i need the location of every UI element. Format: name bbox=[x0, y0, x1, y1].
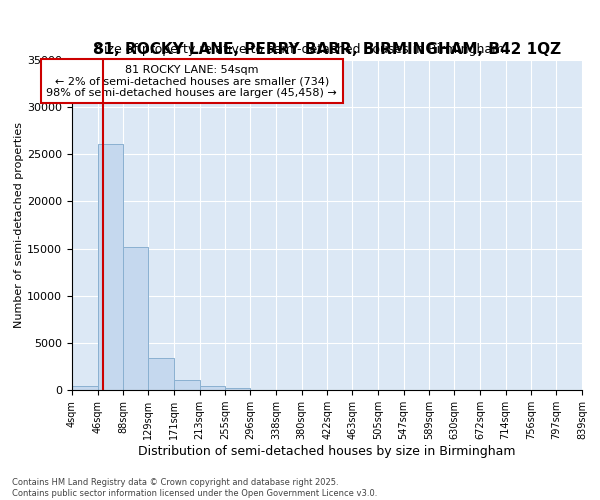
Bar bbox=[174, 380, 200, 390]
Title: 81, ROCKY LANE, PERRY BARR, BIRMINGHAM, B42 1QZ: 81, ROCKY LANE, PERRY BARR, BIRMINGHAM, … bbox=[93, 42, 561, 58]
Text: Contains HM Land Registry data © Crown copyright and database right 2025.
Contai: Contains HM Land Registry data © Crown c… bbox=[12, 478, 377, 498]
Text: 81 ROCKY LANE: 54sqm
← 2% of semi-detached houses are smaller (734)
98% of semi-: 81 ROCKY LANE: 54sqm ← 2% of semi-detach… bbox=[46, 64, 337, 98]
Bar bbox=[72, 386, 98, 390]
Bar bbox=[148, 358, 174, 390]
Bar bbox=[124, 246, 148, 390]
Y-axis label: Number of semi-detached properties: Number of semi-detached properties bbox=[14, 122, 25, 328]
Bar bbox=[200, 386, 226, 390]
Bar bbox=[226, 388, 250, 390]
X-axis label: Distribution of semi-detached houses by size in Birmingham: Distribution of semi-detached houses by … bbox=[138, 445, 516, 458]
Bar bbox=[98, 144, 124, 390]
Text: Size of property relative to semi-detached houses in Birmingham: Size of property relative to semi-detach… bbox=[96, 42, 504, 56]
